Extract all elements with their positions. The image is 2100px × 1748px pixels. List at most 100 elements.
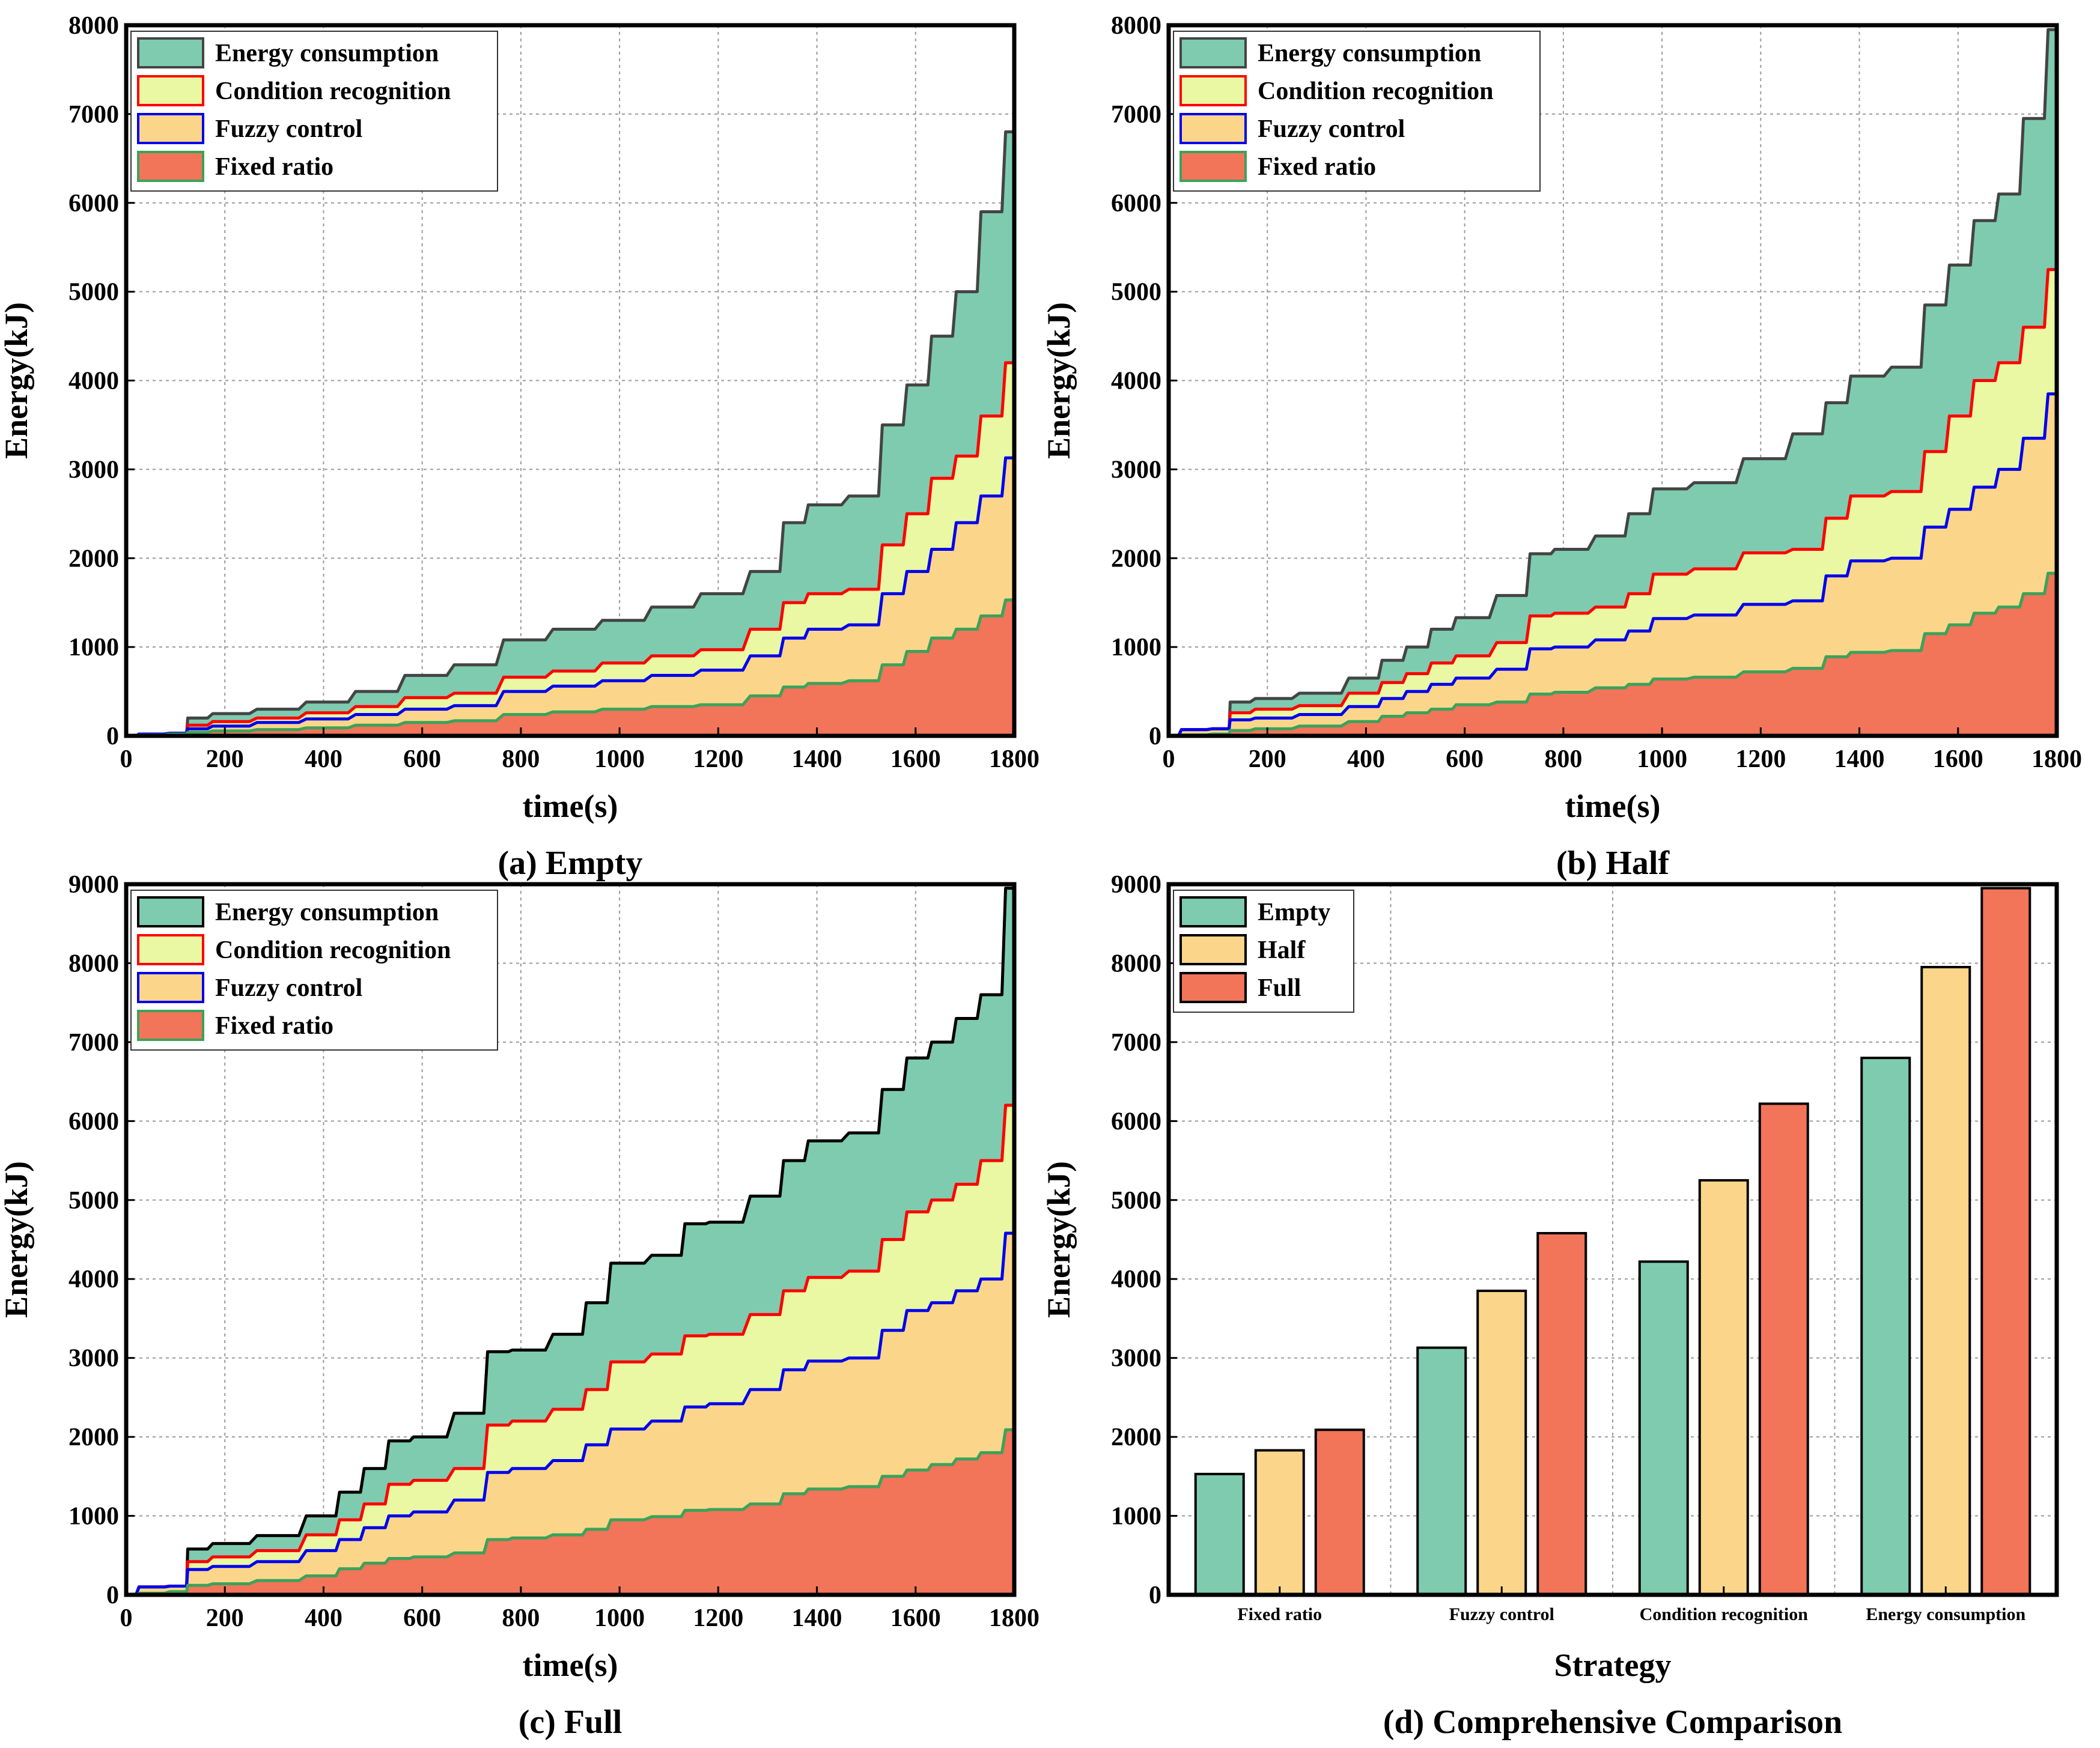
- panel-c-ylabel: Energy(kJ): [0, 1161, 34, 1318]
- panel-b-xtick-label-600: 600: [1446, 745, 1484, 773]
- panel-b-ytick-label-1000: 1000: [1111, 634, 1161, 661]
- panel-a-area-fixed-ratio: [126, 599, 1014, 736]
- panel-d-ytick-label-9000: 9000: [1111, 871, 1161, 899]
- panel-b-legend-label-fuzzy-control: Fuzzy control: [1258, 115, 1405, 143]
- panel-c-xtick-label-1200: 1200: [693, 1604, 743, 1632]
- panel-d-ytick-label-4000: 4000: [1111, 1266, 1161, 1293]
- panel-b-ytick-label-3000: 3000: [1111, 456, 1161, 484]
- panel-c-xtick-label-1600: 1600: [890, 1604, 941, 1632]
- panel-c-ytick-label-8000: 8000: [68, 950, 119, 977]
- panel-c-ytick-label-2000: 2000: [68, 1424, 119, 1451]
- panel-d-legend-swatch-half: [1179, 934, 1247, 965]
- panel-c-ytick-label-3000: 3000: [68, 1345, 119, 1373]
- panel-a-line-fuzzy-control: [126, 456, 1014, 738]
- panel-b-ytick-label-2000: 2000: [1111, 545, 1161, 572]
- panel-a-ticks: 0 200 400 600 800 1000 1200 1400 1600 1800 0 1000 20…: [68, 12, 1039, 773]
- panel-b-xtick-label-400: 400: [1347, 745, 1385, 773]
- panel-c-ytick-label-7000: 7000: [68, 1029, 119, 1057]
- panel-d-bar-condition-recognition-empty: [1638, 1260, 1689, 1596]
- panel-c-xtick-label-600: 600: [403, 1604, 441, 1632]
- panel-d-legend-label-empty: Empty: [1258, 899, 1330, 926]
- panel-c-xtick-label-800: 800: [502, 1604, 540, 1632]
- panel-b-area-fuzzy-control: [1169, 393, 2057, 736]
- panel-c-frame: [124, 882, 1017, 1597]
- panel-a-xlabel: time(s): [523, 788, 618, 824]
- panel-a-ytick-label-3000: 3000: [68, 456, 119, 484]
- panel-c-ytick-label-4000: 4000: [68, 1266, 119, 1293]
- panel-b-half: 0 200 400 600 800 1000 1200 1400 1600 1800 0 1000 20…: [1041, 12, 2082, 882]
- panel-d-xtick-label-energy-consumption: Energy consumption: [1866, 1604, 2025, 1624]
- panel-a-xtick-label-0: 0: [120, 745, 133, 773]
- panel-a-xtick-label-800: 800: [502, 745, 540, 773]
- panel-d-bar-fixed-ratio-empty: [1194, 1472, 1245, 1596]
- panel-b-caption: (b) Half: [1556, 845, 1670, 882]
- panel-d-bar-fixed-ratio-full: [1314, 1428, 1365, 1596]
- panel-c-legend-swatch-fixed-ratio: [137, 1010, 204, 1041]
- panel-a-ytick-label-1000: 1000: [68, 634, 119, 661]
- panel-d-legend-label-half: Half: [1258, 936, 1306, 964]
- panel-a-xtick-label-1200: 1200: [693, 745, 743, 773]
- panel-d-bar-condition-recognition-half: [1698, 1179, 1749, 1596]
- panel-a-ytick-label-2000: 2000: [68, 545, 119, 572]
- panel-a-legend-swatch-fuzzy-control: [137, 113, 204, 144]
- panel-d-xtick-label-fuzzy-control: Fuzzy control: [1449, 1604, 1554, 1624]
- panel-d-xtick-label-fixed-ratio: Fixed ratio: [1237, 1604, 1322, 1624]
- panel-c-ytick-label-5000: 5000: [68, 1187, 119, 1215]
- panel-c-legend-label-fixed-ratio: Fixed ratio: [215, 1012, 333, 1040]
- panel-a-line-energy-consumption: [126, 130, 1014, 738]
- panel-d-bar-energy-consumption-full: [1980, 887, 2032, 1596]
- panel-d-xtick-label-condition-recognition: Condition recognition: [1640, 1604, 1809, 1624]
- panel-d-frame: [1166, 882, 2059, 1597]
- panel-c-line-fixed-ratio: [126, 1428, 1014, 1597]
- panel-b-xtick-label-1000: 1000: [1637, 745, 1687, 773]
- panel-b-legend-swatch-condition-recognition: [1179, 75, 1247, 106]
- panel-a-ytick-label-7000: 7000: [68, 101, 119, 129]
- panel-b-area-fixed-ratio: [1169, 573, 2057, 736]
- panel-c-line-energy-consumption: [126, 887, 1014, 1597]
- panel-b-xtick-label-1600: 1600: [1933, 745, 1983, 773]
- panel-a-legend-label-fuzzy-control: Fuzzy control: [215, 115, 362, 143]
- panel-b-xtick-label-0: 0: [1163, 745, 1175, 773]
- panel-a-ylabel: Energy(kJ): [0, 302, 34, 459]
- panel-c-legend-swatch-condition-recognition: [137, 934, 204, 965]
- panel-c-area-fixed-ratio: [126, 1430, 1014, 1595]
- panel-a-xtick-label-1800: 1800: [989, 745, 1039, 773]
- panel-a-ytick-label-4000: 4000: [68, 368, 119, 395]
- panel-a-caption: (a) Empty: [498, 845, 642, 882]
- panel-b-line-energy-consumption: [1169, 28, 2057, 738]
- panel-c-ticks: 0 200 400 600 800 1000 1200 1400 1600 1800 0 1000 20…: [68, 871, 1039, 1632]
- panel-a-xtick-label-200: 200: [206, 745, 244, 773]
- panel-b-ytick-label-8000: 8000: [1111, 12, 1161, 40]
- panel-d-legend-swatch-full: [1179, 972, 1247, 1003]
- panel-a-area-fuzzy-control: [126, 458, 1014, 736]
- panel-b-ytick-label-6000: 6000: [1111, 190, 1161, 217]
- panel-a-legend-swatch-energy-consumption: [137, 37, 204, 68]
- panel-b-legend-swatch-fuzzy-control: [1179, 113, 1247, 144]
- panel-d-ytick-label-3000: 3000: [1111, 1345, 1161, 1373]
- panel-d-bar-fixed-ratio-half: [1254, 1449, 1305, 1597]
- panel-d-ytick-label-0: 0: [1149, 1582, 1161, 1609]
- panel-b-legend-label-energy-consumption: Energy consumption: [1258, 40, 1481, 67]
- panel-d-legend-swatch-empty: [1179, 896, 1247, 927]
- panel-c-lines: [126, 887, 1014, 1597]
- panel-b-line-condition-recognition: [1169, 268, 2057, 738]
- panel-a-legend-swatch-fixed-ratio: [137, 151, 204, 182]
- panel-d-ytick-label-7000: 7000: [1111, 1029, 1161, 1057]
- panel-d-bar-energy-consumption-half: [1920, 966, 1971, 1596]
- panel-b-legend-swatch-fixed-ratio: [1179, 151, 1247, 182]
- panel-a-legend-label-energy-consumption: Energy consumption: [215, 40, 439, 67]
- panel-b-ytick-label-4000: 4000: [1111, 368, 1161, 395]
- panel-d-ytick-label-8000: 8000: [1111, 950, 1161, 977]
- panel-c-full: 0 200 400 600 800 1000 1200 1400 1600 1800 0 1000 20…: [0, 871, 1039, 1741]
- panel-a-xtick-label-600: 600: [403, 745, 441, 773]
- panel-c-legend: Energy consumption Condition recognition F…: [130, 890, 498, 1051]
- panel-b-line-fuzzy-control: [1169, 392, 2057, 738]
- panel-b-xtick-label-1400: 1400: [1834, 745, 1885, 773]
- panel-a-line-condition-recognition: [126, 361, 1014, 738]
- panel-d-bars: [1194, 887, 2032, 1597]
- panel-d-bar-fuzzy-control-half: [1476, 1289, 1527, 1597]
- panel-c-legend-swatch-energy-consumption: [137, 896, 204, 927]
- panel-b-legend-swatch-energy-consumption: [1179, 37, 1247, 68]
- panel-d-caption: (d) Comprehensive Comparison: [1383, 1704, 1842, 1741]
